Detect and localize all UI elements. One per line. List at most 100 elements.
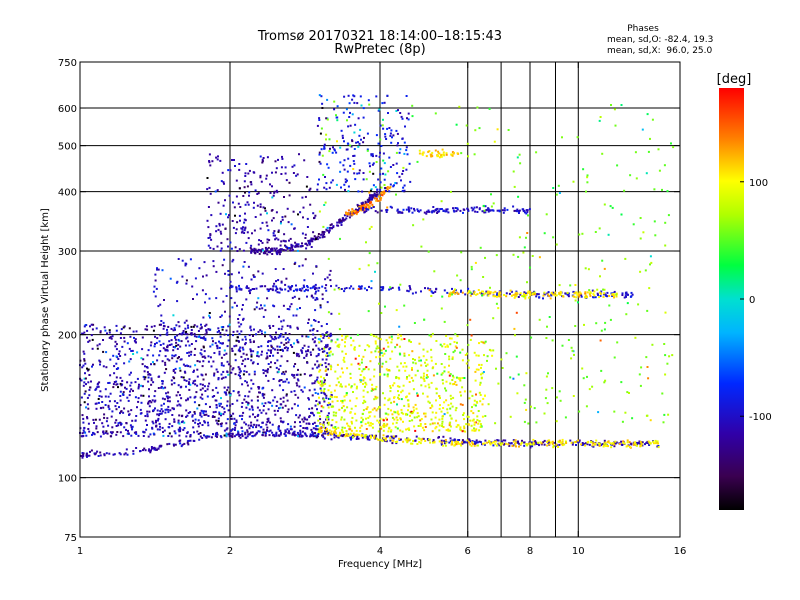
echo-point (469, 440, 472, 443)
echo-point (155, 419, 157, 422)
echo-point (250, 424, 253, 427)
echo-point (597, 411, 600, 414)
echo-point (421, 153, 424, 156)
echo-point (411, 368, 413, 371)
echo-point (395, 309, 398, 312)
echo-point (166, 400, 169, 403)
echo-point (329, 350, 332, 353)
echo-point (263, 304, 266, 307)
echo-point (592, 296, 595, 299)
echo-point (237, 318, 240, 320)
echo-point (131, 425, 134, 428)
echo-point (196, 293, 198, 296)
echo-point (186, 352, 189, 354)
echo-point (216, 189, 219, 192)
echo-point (94, 452, 97, 455)
echo-point (277, 428, 280, 431)
echo-point (603, 439, 606, 442)
echo-point (202, 275, 204, 278)
echo-point (239, 377, 242, 380)
echo-point (328, 429, 331, 432)
echo-point (123, 362, 126, 365)
echo-point (99, 390, 102, 393)
echo-point (389, 390, 392, 393)
echo-point (289, 425, 292, 428)
echo-point (317, 338, 320, 341)
echo-point (268, 239, 271, 242)
echo-point (239, 350, 242, 353)
echo-point (399, 418, 402, 421)
echo-point (174, 432, 177, 435)
echo-point (494, 290, 497, 293)
echo-point (299, 307, 301, 309)
echo-point (240, 227, 243, 230)
echo-point (192, 419, 195, 422)
echo-point (215, 230, 218, 233)
echo-point (280, 341, 283, 344)
echo-point (586, 291, 589, 294)
echo-point (343, 356, 346, 359)
echo-point (92, 431, 94, 434)
echo-point (389, 357, 392, 360)
echo-point (265, 374, 267, 377)
echo-point (186, 324, 189, 327)
echo-point (423, 380, 426, 382)
echo-point (113, 372, 116, 375)
echo-point (382, 347, 385, 350)
echo-point (280, 220, 282, 223)
echo-point (343, 95, 346, 98)
echo-point (447, 428, 450, 431)
echo-point (185, 330, 188, 333)
echo-point (366, 344, 369, 347)
echo-point (438, 429, 441, 432)
echo-point (598, 444, 601, 447)
echo-point (342, 405, 345, 408)
echo-point (578, 291, 581, 294)
echo-point (464, 293, 467, 296)
echo-point (220, 232, 223, 235)
echo-point (547, 291, 550, 294)
echo-point (390, 206, 393, 209)
echo-point (264, 335, 266, 338)
echo-point (239, 346, 242, 349)
echo-point (390, 341, 393, 344)
echo-point (503, 207, 506, 210)
echo-point (347, 209, 350, 212)
echo-point (80, 396, 83, 399)
echo-point (362, 409, 365, 412)
echo-point (361, 420, 364, 423)
echo-point (428, 210, 431, 213)
echo-point (341, 137, 344, 139)
echo-point (297, 404, 299, 407)
echo-point (168, 344, 171, 346)
echo-point (349, 212, 352, 215)
echo-point (324, 370, 327, 372)
echo-point (246, 384, 249, 387)
echo-point (172, 370, 175, 373)
echo-point (407, 439, 410, 442)
echo-point (105, 430, 108, 433)
echo-point (430, 335, 433, 338)
echo-point (393, 400, 396, 403)
echo-point (212, 360, 215, 363)
echo-point (403, 304, 406, 307)
echo-point (320, 405, 323, 408)
echo-point (368, 199, 371, 202)
echo-point (387, 413, 390, 416)
echo-point (153, 285, 156, 288)
echo-point (259, 227, 262, 230)
echo-point (189, 411, 192, 414)
echo-point (213, 372, 216, 375)
echo-point (418, 152, 421, 155)
echo-point (152, 409, 155, 412)
echo-point (168, 426, 171, 429)
echo-point (201, 337, 204, 339)
echo-point (313, 382, 316, 385)
echo-point (402, 208, 405, 211)
echo-point (434, 290, 437, 293)
echo-point (295, 414, 298, 417)
echo-point (277, 229, 280, 232)
echo-point (254, 252, 257, 254)
echo-point (424, 385, 427, 388)
echo-point (337, 287, 340, 289)
